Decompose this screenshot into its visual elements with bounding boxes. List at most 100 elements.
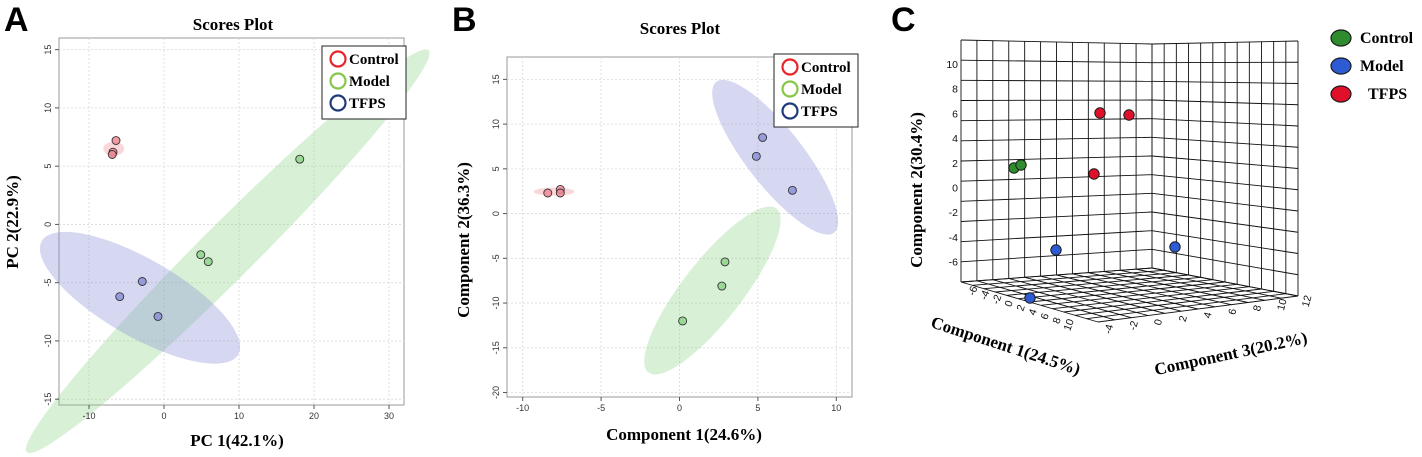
panel-b-point-model [678, 316, 688, 326]
panel-c-legend-marker-tfps [1330, 85, 1352, 103]
panel-c-component3-tick-label: 8 [1251, 304, 1264, 313]
panel-a-y-tick-label: -10 [43, 334, 53, 347]
panel-a-legend-label-model: Model [349, 74, 390, 90]
panel-c-component2-tick-label: 4 [952, 133, 958, 145]
panel-b-y-tick-label: 15 [491, 74, 501, 84]
panel-a-title: Scores Plot [193, 15, 274, 34]
panel-a-legend: Control Model TFPS [321, 45, 407, 120]
panel-c-points [1008, 107, 1181, 304]
panel-a-points [107, 136, 305, 321]
panel-a-y-tick-label: 10 [43, 103, 53, 113]
panel-b-point-model [720, 257, 730, 267]
panel-b-y-axis-label: Component 2(36.3%) [454, 162, 473, 318]
panel-b-y-tick-label: -15 [491, 341, 501, 354]
panel-a-point-tfps [153, 312, 163, 321]
panel-b-ellipse-model [644, 206, 781, 375]
panel-b-legend: Control Model TFPS [773, 53, 859, 128]
panel-c-component2-label: Component 2(30.4%) [907, 112, 926, 268]
panel-c-component1-tick-label: 10 [1062, 317, 1077, 332]
panel-a-y-tick-label: -15 [43, 393, 53, 406]
panel-b-x-tick-label: 10 [831, 403, 841, 413]
panel-c-component1-tick-label: -2 [990, 293, 1005, 306]
panel-b-y-tick-label: -10 [491, 297, 501, 310]
panel-a-point-tfps [137, 277, 147, 286]
panel-a-point-tfps [115, 292, 125, 302]
panel-a-point-control [107, 150, 117, 159]
panel-b-legend-marker-control [781, 58, 799, 76]
panel-c-component2-tick-label: 8 [952, 84, 958, 96]
panel-b-grid [507, 57, 852, 397]
panel-b-x-tick-label: 0 [677, 403, 682, 413]
panel-c-component1-tick-label: 4 [1027, 307, 1040, 317]
panel-b-point-model [717, 281, 727, 291]
panel-b-y-tick-label: -5 [491, 254, 501, 262]
panel-letter-a: A [4, 1, 29, 39]
panel-a-y-tick-label: 15 [43, 45, 53, 55]
panel-c-component3-tick-label: 6 [1226, 307, 1239, 316]
panel-a-point-model [196, 250, 206, 260]
panel-c-legend: Control Model TFPS [1330, 29, 1414, 103]
panel-a-y-axis-label: PC 2(22.9%) [3, 175, 22, 268]
panel-c-component1-tick-label: 2 [1015, 303, 1028, 313]
panel-b-legend-marker-model [781, 80, 799, 98]
panel-c-component3-label: Component 3(20.2%) [1153, 328, 1309, 379]
panel-a-x-tick-label: 20 [309, 411, 319, 421]
panel-c-point-control [1015, 159, 1027, 171]
panel-b-legend-label-tfps: TFPS [801, 104, 838, 120]
panel-b-y-tick-label: -20 [491, 386, 501, 399]
panel-a-x-axis-label: PC 1(42.1%) [190, 431, 283, 450]
panel-c-point-tfps [1094, 107, 1106, 119]
panel-b-point-tfps [787, 185, 797, 195]
panel-c-component1-tick-label: -6 [966, 284, 981, 297]
panel-b-point-control [543, 188, 553, 198]
panel-c-component3-tick-label: 4 [1202, 311, 1215, 320]
panel-letter-c: C [891, 1, 916, 39]
panel-c-point-tfps [1088, 168, 1100, 180]
panel-letter-b: B [452, 1, 477, 39]
panel-c-legend-label-model: Model [1360, 58, 1404, 75]
panel-a-x-tick-label: 30 [384, 411, 394, 421]
panel-c-legend-marker-control [1330, 29, 1352, 47]
panel-b-y-tick-label: 10 [491, 119, 501, 129]
panel-c-gridline [1151, 230, 1299, 254]
panel-b-legend-label-model: Model [801, 82, 842, 98]
panel-c-component2-tick-label: 10 [946, 59, 958, 71]
panel-a-x-tick-label: 0 [161, 411, 166, 421]
panel-c-gridline [1151, 248, 1299, 276]
panel-c-component2-tick-label: 2 [952, 158, 958, 170]
panel-c-legend-marker-model [1330, 57, 1352, 75]
panel-c-component2-tick-label: -4 [949, 232, 958, 244]
panel-c-point-model [1169, 241, 1181, 253]
panel-a-point-model [295, 154, 305, 164]
panel-a: A Scores Plot -10 0 10 20 30 -15 -10 -5 0 5 10 15 P… [3, 1, 430, 454]
panel-c-component3-tick-label: -2 [1127, 320, 1141, 332]
panel-b-legend-marker-tfps [781, 102, 799, 120]
panel-b-title: Scores Plot [640, 19, 721, 38]
panel-a-legend-marker-model [329, 72, 347, 90]
panel-b-point-tfps [751, 151, 761, 161]
panel-c-component3-tick-label: -4 [1102, 323, 1116, 335]
panel-b-y-tick-label: 0 [491, 211, 501, 216]
panel-a-point-control [111, 136, 121, 145]
panel-a-point-model [203, 257, 213, 267]
panel-a-ticks: -10 0 10 20 30 -15 -10 -5 0 5 10 15 [43, 45, 394, 421]
panel-b-ticks: -10 -5 0 5 10 -20 -15 -10 -5 0 5 10 15 [491, 74, 841, 413]
panel-c-component3-tick-label: 12 [1300, 294, 1315, 309]
panel-a-ellipse-model [25, 49, 430, 454]
panel-c-legend-label-control: Control [1360, 30, 1414, 47]
panel-a-y-tick-label: 0 [43, 222, 53, 227]
panel-c-component2-tick-label: -2 [949, 207, 958, 219]
panel-c-component1-tick-label: 6 [1039, 312, 1052, 322]
panel-c-component2-tick-label: -6 [949, 257, 958, 269]
panel-b: B Scores Plot -10 -5 0 5 10 -20 -15 -10 -5 0 5 10 15… [452, 1, 859, 444]
panel-b-points [543, 133, 797, 326]
panel-b-x-axis-label: Component 1(24.6%) [606, 425, 762, 444]
panel-c-legend-label-tfps: TFPS [1368, 86, 1407, 103]
panel-c-gridline [1097, 295, 1299, 323]
panel-b-point-control [555, 188, 565, 198]
panel-c-component2-tick-label: 0 [952, 183, 958, 195]
panel-b-x-tick-label: -5 [597, 403, 605, 413]
panel-a-legend-label-tfps: TFPS [349, 96, 386, 112]
panel-c-component1-tick-label: -4 [978, 289, 993, 302]
